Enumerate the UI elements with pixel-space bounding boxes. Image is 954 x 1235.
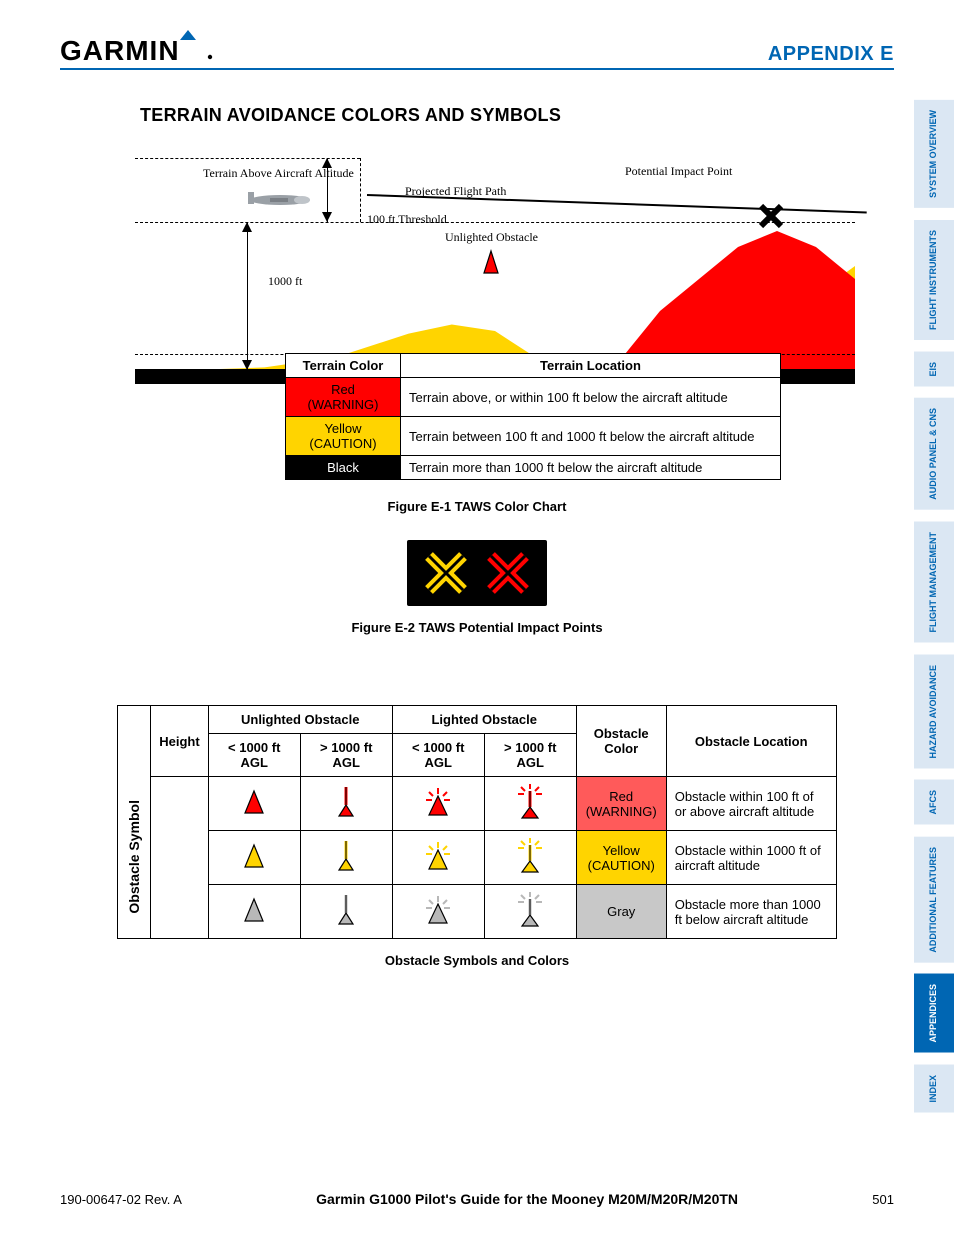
label-unlighted: Unlighted Obstacle — [445, 230, 538, 245]
label-1000ft: 1000 ft — [268, 274, 302, 289]
cell-loc-yellow: Obstacle within 1000 ft of aircraft alti… — [666, 831, 836, 885]
unlighted-short-gray-icon — [241, 896, 267, 924]
cell-red-warning: Red (WARNING) — [286, 378, 401, 417]
impact-x-red-icon — [483, 548, 533, 598]
lighted-short-yellow-icon — [423, 840, 453, 872]
th-terrain-location: Terrain Location — [401, 354, 781, 378]
tab-system-overview[interactable]: SYSTEM OVERVIEW — [914, 100, 954, 208]
th-obst-loc: Obstacle Location — [666, 706, 836, 777]
impact-x-yellow-icon — [421, 548, 471, 598]
cell-lit-tall-gray — [484, 885, 576, 939]
cell-black-desc: Terrain more than 1000 ft below the airc… — [401, 456, 781, 480]
unlighted-tall-red-icon — [335, 785, 357, 819]
cell-unl-tall-yellow — [300, 831, 392, 885]
unlighted-short-red-icon — [241, 788, 267, 816]
label-terrain-above: Terrain Above Aircraft Altitude — [203, 166, 354, 181]
aircraft-icon — [240, 188, 320, 212]
lighted-tall-red-icon — [516, 783, 544, 821]
unlighted-obstacle-icon — [480, 249, 502, 275]
cell-lit-tall-red — [484, 777, 576, 831]
cell-red-desc: Terrain above, or within 100 ft below th… — [401, 378, 781, 417]
tab-additional-features[interactable]: ADDITIONAL FEATURES — [914, 837, 954, 963]
tab-eis[interactable]: EIS — [914, 352, 954, 387]
label-impact: Potential Impact Point — [625, 164, 732, 179]
tab-hazard-avoidance[interactable]: HAZARD AVOIDANCE — [914, 655, 954, 769]
th-unlighted: Unlighted Obstacle — [208, 706, 392, 734]
figure-e1-caption: Figure E-1 TAWS Color Chart — [60, 499, 894, 514]
tab-flight-management[interactable]: FLIGHT MANAGEMENT — [914, 522, 954, 643]
th-unl-lt1000: < 1000 ft AGL — [208, 734, 300, 777]
cell-loc-gray: Obstacle more than 1000 ft below aircraf… — [666, 885, 836, 939]
lighted-short-gray-icon — [423, 894, 453, 926]
cell-color-red: Red (WARNING) — [576, 777, 666, 831]
unlighted-tall-gray-icon — [335, 893, 357, 927]
cell-unl-tall-red — [300, 777, 392, 831]
side-tab-nav: SYSTEM OVERVIEW FLIGHT INSTRUMENTS EIS A… — [914, 100, 954, 1112]
svg-text:GARMIN: GARMIN — [60, 35, 180, 66]
appendix-label: APPENDIX E — [768, 43, 894, 66]
garmin-logo-icon: GARMIN — [60, 30, 220, 66]
cell-lit-short-red — [392, 777, 484, 831]
cell-lit-short-gray — [392, 885, 484, 939]
cell-black: Black — [286, 456, 401, 480]
section-title: TERRAIN AVOIDANCE COLORS AND SYMBOLS — [140, 105, 894, 126]
terrain-color-table: Terrain Color Terrain Location Red (WARN… — [285, 353, 781, 480]
th-terrain-color: Terrain Color — [286, 354, 401, 378]
cell-color-gray: Gray — [576, 885, 666, 939]
th-obst-color: Obstacle Color — [576, 706, 666, 777]
th-height: Height — [151, 706, 208, 777]
tab-audio-panel-cns[interactable]: AUDIO PANEL & CNS — [914, 398, 954, 510]
th-lit-gt1000: > 1000 ft AGL — [484, 734, 576, 777]
label-flight-path: Projected Flight Path — [405, 184, 506, 199]
page-header: GARMIN APPENDIX E — [60, 30, 894, 70]
cell-unl-short-red — [208, 777, 300, 831]
th-lighted: Lighted Obstacle — [392, 706, 576, 734]
cell-yellow-desc: Terrain between 100 ft and 1000 ft below… — [401, 417, 781, 456]
th-lit-lt1000: < 1000 ft AGL — [392, 734, 484, 777]
unlighted-short-yellow-icon — [241, 842, 267, 870]
figure-e2-caption: Figure E-2 TAWS Potential Impact Points — [60, 620, 894, 635]
page-footer: 190-00647-02 Rev. A Garmin G1000 Pilot's… — [60, 1191, 894, 1207]
cell-color-yellow: Yellow (CAUTION) — [576, 831, 666, 885]
th-unl-gt1000: > 1000 ft AGL — [300, 734, 392, 777]
footer-page-number: 501 — [872, 1192, 894, 1207]
cell-unl-short-gray — [208, 885, 300, 939]
tab-appendices[interactable]: APPENDICES — [914, 974, 954, 1053]
tab-index[interactable]: INDEX — [914, 1065, 954, 1113]
lighted-short-red-icon — [423, 786, 453, 818]
lighted-tall-gray-icon — [516, 891, 544, 929]
cell-unl-short-yellow — [208, 831, 300, 885]
cell-lit-tall-yellow — [484, 831, 576, 885]
cell-unl-tall-gray — [300, 885, 392, 939]
obstacle-table: Height Unlighted Obstacle Lighted Obstac… — [117, 705, 836, 939]
label-threshold: 100 ft Threshold — [367, 212, 447, 227]
cell-lit-short-yellow — [392, 831, 484, 885]
brand-logo: GARMIN — [60, 30, 220, 66]
impact-point-icon — [757, 202, 785, 230]
obstacle-caption: Obstacle Symbols and Colors — [60, 953, 894, 968]
cell-loc-red: Obstacle within 100 ft of or above aircr… — [666, 777, 836, 831]
tab-afcs[interactable]: AFCS — [914, 780, 954, 825]
tab-flight-instruments[interactable]: FLIGHT INSTRUMENTS — [914, 220, 954, 340]
footer-doc-rev: 190-00647-02 Rev. A — [60, 1192, 182, 1207]
cell-yellow-caution: Yellow (CAUTION) — [286, 417, 401, 456]
impact-points-figure — [407, 540, 547, 606]
th-obst-symbol: Obstacle Symbol — [126, 800, 142, 914]
lighted-tall-yellow-icon — [516, 837, 544, 875]
terrain-diagram: Terrain Above Aircraft Altitude 100 ft T… — [135, 144, 855, 384]
footer-title: Garmin G1000 Pilot's Guide for the Moone… — [316, 1191, 738, 1207]
unlighted-tall-yellow-icon — [335, 839, 357, 873]
